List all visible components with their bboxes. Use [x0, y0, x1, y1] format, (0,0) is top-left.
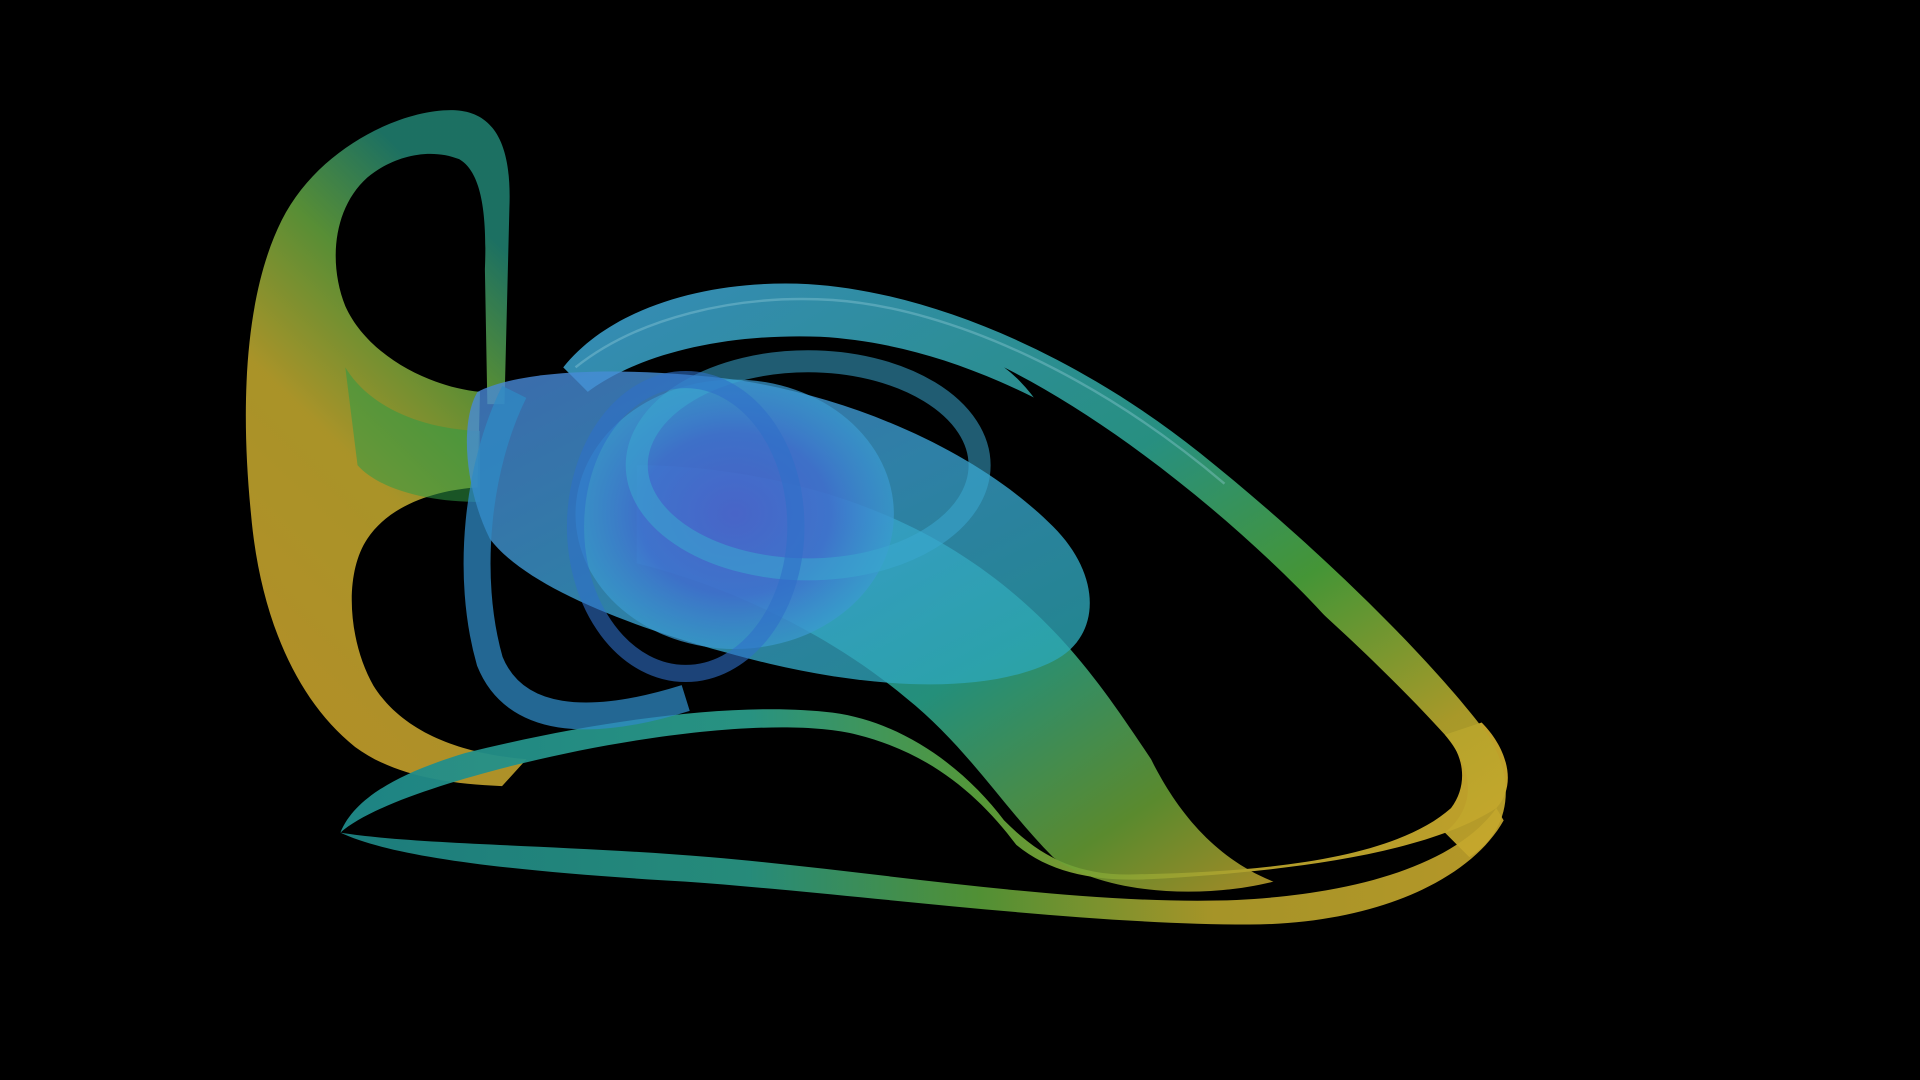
core-inner-ring	[566, 371, 805, 683]
bottom-gap	[440, 771, 943, 846]
left-loop-band	[345, 367, 480, 503]
core-swirl	[575, 379, 894, 649]
core-ring	[625, 350, 991, 581]
thin-loop	[463, 385, 690, 730]
arc-gap	[1004, 367, 1392, 744]
highlight-edge	[574, 297, 1226, 485]
outer-arc	[563, 283, 1506, 858]
bottom-ribbon-lower	[340, 808, 1504, 925]
